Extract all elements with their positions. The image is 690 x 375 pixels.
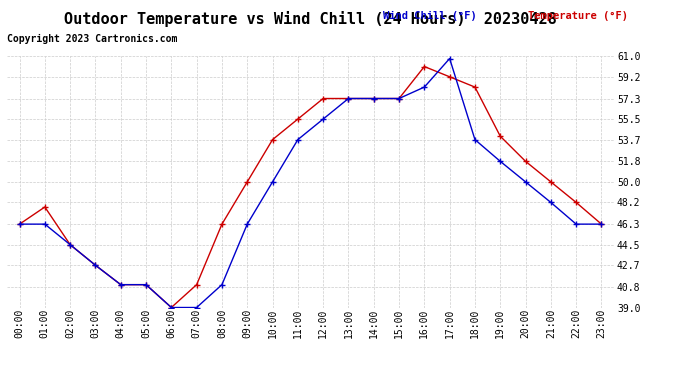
Wind Chill (°F) <box>598 222 606 226</box>
Temperature (°F) <box>218 222 226 226</box>
Temperature (°F) <box>268 137 277 142</box>
Temperature (°F) <box>471 85 479 89</box>
Wind Chill (°F) <box>218 282 226 287</box>
Wind Chill (°F) <box>15 222 23 226</box>
Wind Chill (°F) <box>572 222 580 226</box>
Text: Temperature (°F): Temperature (°F) <box>528 11 628 21</box>
Wind Chill (°F) <box>522 180 530 184</box>
Wind Chill (°F) <box>446 56 454 61</box>
Wind Chill (°F) <box>471 137 479 142</box>
Wind Chill (°F) <box>142 282 150 287</box>
Wind Chill (°F) <box>117 282 125 287</box>
Temperature (°F) <box>420 64 428 69</box>
Temperature (°F) <box>344 96 353 101</box>
Temperature (°F) <box>370 96 378 101</box>
Text: Wind Chill (°F): Wind Chill (°F) <box>383 11 477 21</box>
Temperature (°F) <box>496 134 504 138</box>
Temperature (°F) <box>294 117 302 121</box>
Text: Outdoor Temperature vs Wind Chill (24 Hours)  20230428: Outdoor Temperature vs Wind Chill (24 Ho… <box>64 11 557 27</box>
Wind Chill (°F) <box>546 200 555 205</box>
Wind Chill (°F) <box>41 222 49 226</box>
Temperature (°F) <box>572 200 580 205</box>
Wind Chill (°F) <box>496 159 504 164</box>
Temperature (°F) <box>395 96 403 101</box>
Line: Temperature (°F): Temperature (°F) <box>17 64 604 310</box>
Wind Chill (°F) <box>268 180 277 184</box>
Wind Chill (°F) <box>395 96 403 101</box>
Temperature (°F) <box>243 180 251 184</box>
Temperature (°F) <box>91 263 99 267</box>
Temperature (°F) <box>142 282 150 287</box>
Wind Chill (°F) <box>420 85 428 89</box>
Wind Chill (°F) <box>66 242 75 247</box>
Temperature (°F) <box>446 75 454 79</box>
Line: Wind Chill (°F): Wind Chill (°F) <box>17 56 604 310</box>
Wind Chill (°F) <box>167 305 175 310</box>
Wind Chill (°F) <box>319 117 327 121</box>
Temperature (°F) <box>522 159 530 164</box>
Temperature (°F) <box>546 180 555 184</box>
Temperature (°F) <box>66 242 75 247</box>
Wind Chill (°F) <box>193 305 201 310</box>
Wind Chill (°F) <box>243 222 251 226</box>
Temperature (°F) <box>15 222 23 226</box>
Wind Chill (°F) <box>91 263 99 267</box>
Temperature (°F) <box>319 96 327 101</box>
Temperature (°F) <box>598 222 606 226</box>
Temperature (°F) <box>41 205 49 209</box>
Wind Chill (°F) <box>370 96 378 101</box>
Wind Chill (°F) <box>294 137 302 142</box>
Temperature (°F) <box>117 282 125 287</box>
Temperature (°F) <box>167 305 175 310</box>
Temperature (°F) <box>193 282 201 287</box>
Wind Chill (°F) <box>344 96 353 101</box>
Text: Copyright 2023 Cartronics.com: Copyright 2023 Cartronics.com <box>7 34 177 44</box>
